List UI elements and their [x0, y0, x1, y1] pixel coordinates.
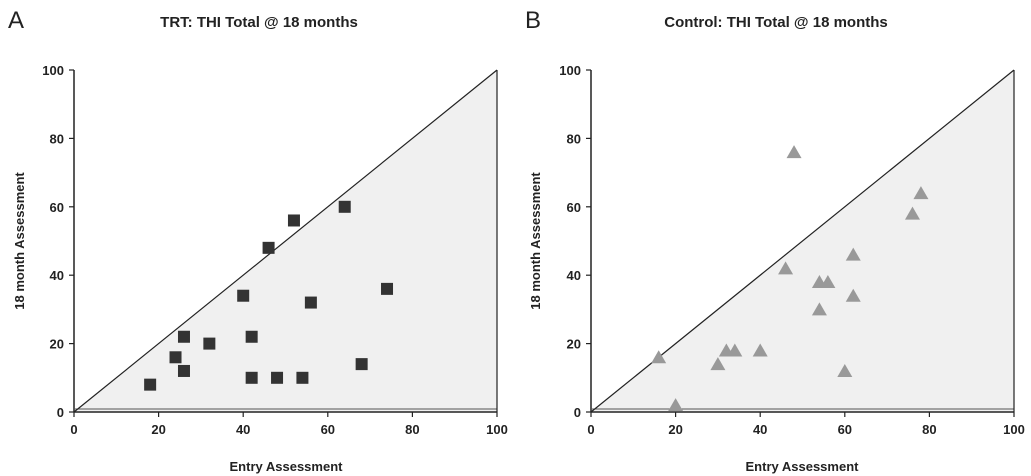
- data-point-b-2: [710, 357, 726, 371]
- data-point-a-1: [169, 351, 182, 364]
- data-point-b-7: [786, 145, 802, 159]
- data-point-a-10: [287, 214, 300, 227]
- y-tick-label-a-3: 60: [50, 200, 64, 215]
- x-tick-label-a-2: 40: [236, 422, 250, 437]
- x-tick-label-a-4: 80: [405, 422, 419, 437]
- y-tick-label-a-4: 80: [50, 131, 64, 146]
- y-tick-label-a-1: 20: [50, 337, 64, 352]
- y-tick-label-b-1: 20: [567, 337, 581, 352]
- x-tick-label-b-5: 100: [1003, 422, 1025, 437]
- y-axis-label-a: 18 month Assessment: [12, 172, 27, 310]
- data-point-a-13: [338, 200, 351, 213]
- x-tick-label-b-4: 80: [922, 422, 936, 437]
- x-axis-label-b: Entry Assessment: [746, 459, 860, 474]
- data-point-a-3: [177, 364, 190, 377]
- panel-letter-a: A: [8, 7, 24, 34]
- x-tick-label-a-1: 20: [151, 422, 165, 437]
- data-point-b-10: [820, 275, 836, 289]
- data-point-a-7: [245, 371, 258, 384]
- x-tick-label-b-0: 0: [587, 422, 594, 437]
- data-point-b-5: [752, 343, 768, 357]
- data-point-a-8: [262, 241, 275, 254]
- y-tick-label-a-5: 100: [42, 63, 64, 78]
- data-point-a-2: [177, 330, 190, 343]
- data-point-a-0: [144, 378, 157, 391]
- y-tick-label-b-2: 40: [567, 268, 581, 283]
- data-point-b-1: [668, 398, 684, 412]
- data-point-a-11: [296, 371, 309, 384]
- x-tick-label-b-2: 40: [753, 422, 767, 437]
- data-point-b-11: [837, 363, 853, 377]
- data-point-b-15: [913, 186, 929, 200]
- y-tick-label-b-0: 0: [574, 405, 581, 420]
- y-tick-label-b-3: 60: [567, 200, 581, 215]
- data-point-a-5: [237, 289, 250, 302]
- data-point-b-0: [651, 350, 667, 364]
- x-tick-label-a-3: 60: [321, 422, 335, 437]
- y-tick-label-b-5: 100: [559, 63, 581, 78]
- x-tick-label-a-5: 100: [486, 422, 508, 437]
- data-point-b-12: [845, 247, 861, 261]
- data-point-a-9: [271, 371, 284, 384]
- data-point-b-9: [811, 302, 827, 316]
- data-point-a-15: [381, 282, 394, 295]
- y-tick-label-a-0: 0: [57, 405, 64, 420]
- reference-line-b: [590, 69, 1015, 413]
- panel-letter-b: B: [525, 7, 541, 34]
- data-point-a-6: [245, 330, 258, 343]
- data-point-b-6: [778, 261, 794, 275]
- panel-a: A TRT: THI Total @ 18 months Entry Asses…: [8, 7, 508, 474]
- data-point-b-4: [727, 343, 743, 357]
- y-tick-label-a-2: 40: [50, 268, 64, 283]
- x-axis-label-a: Entry Assessment: [230, 459, 344, 474]
- data-point-b-14: [904, 206, 920, 220]
- reference-line-a: [73, 69, 498, 413]
- chart-title-a: TRT: THI Total @ 18 months: [160, 14, 358, 31]
- chart-title-b: Control: THI Total @ 18 months: [664, 14, 888, 31]
- x-tick-label-a-0: 0: [70, 422, 77, 437]
- y-axis-label-b: 18 month Assessment: [528, 172, 543, 310]
- data-point-a-14: [355, 358, 368, 371]
- y-tick-label-b-4: 80: [567, 131, 581, 146]
- data-point-a-4: [203, 337, 216, 350]
- x-tick-label-b-1: 20: [668, 422, 682, 437]
- data-point-a-12: [304, 296, 317, 309]
- panel-b: B Control: THI Total @ 18 months Entry A…: [525, 7, 1025, 474]
- x-tick-label-b-3: 60: [838, 422, 852, 437]
- data-point-b-13: [845, 288, 861, 302]
